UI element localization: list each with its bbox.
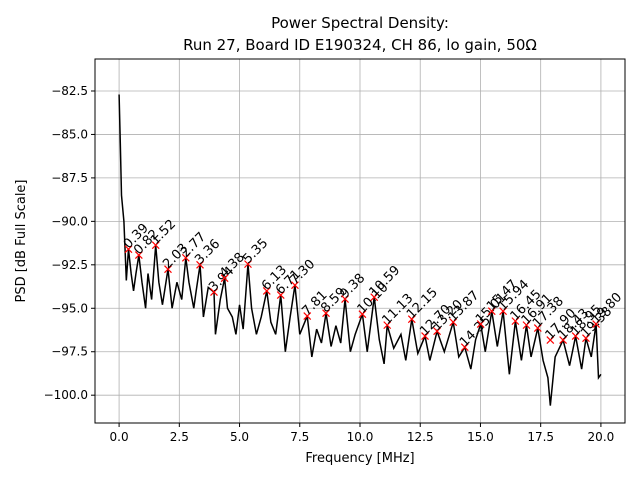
peak-marker <box>196 260 204 269</box>
psd-line <box>118 94 602 406</box>
peak-marker <box>421 332 429 341</box>
peak-marker <box>291 281 299 290</box>
y-tick-label: −92.5 <box>51 258 88 272</box>
peak-marker <box>449 318 458 327</box>
peak-marker <box>499 307 508 316</box>
peak-marker <box>303 312 312 321</box>
x-tick-label: 12.5 <box>407 430 434 444</box>
peak-marker <box>571 332 580 341</box>
peak-marker <box>476 320 485 329</box>
y-tick-label: −87.5 <box>51 171 88 185</box>
peak-marker <box>582 334 590 343</box>
peak-marker <box>511 317 520 326</box>
peak-marker <box>383 321 392 330</box>
peak-marker <box>522 321 531 330</box>
x-tick-label: 17.5 <box>527 430 554 444</box>
x-tick-label: 2.5 <box>170 430 189 444</box>
y-tick-label: −95.0 <box>51 301 88 315</box>
peak-marker <box>358 310 367 319</box>
peak-marker <box>134 251 143 260</box>
chart-title: Power Spectral Density: <box>271 14 449 32</box>
peak-marker <box>181 253 190 262</box>
x-tick-label: 20.0 <box>588 430 615 444</box>
x-tick-label: 0.0 <box>110 430 129 444</box>
plot-frame <box>94 58 626 424</box>
peak-marker <box>407 315 416 324</box>
x-axis-label: Frequency [MHz] <box>305 451 414 466</box>
peak-marker <box>546 336 555 345</box>
x-tick-label: 15.0 <box>467 430 494 444</box>
y-tick-label: −85.0 <box>51 127 88 141</box>
chart-title: Run 27, Board ID E190324, CH 86, lo gain… <box>183 36 537 54</box>
y-tick-label: −90.0 <box>51 214 88 228</box>
x-tick-label: 10.0 <box>347 430 374 444</box>
peak-marker <box>341 295 349 303</box>
peak-marker <box>559 336 568 345</box>
peak-marker <box>322 309 330 318</box>
peak-marker <box>164 265 172 274</box>
peak-marker <box>124 245 133 254</box>
peak-marker <box>433 327 442 336</box>
peak-marker <box>487 307 496 316</box>
peak-marker <box>220 274 229 283</box>
y-tick-label: −97.5 <box>51 345 88 359</box>
peak-marker <box>262 286 271 295</box>
peak-marker <box>210 288 218 297</box>
peak-marker <box>244 260 252 269</box>
peak-marker <box>151 241 160 250</box>
peak-marker <box>592 320 601 329</box>
peak-marker <box>533 324 542 333</box>
x-tick-label: 5.0 <box>230 430 249 444</box>
peak-marker <box>276 291 285 299</box>
y-tick-label: −100.0 <box>44 388 88 402</box>
x-tick-label: 7.5 <box>290 430 309 444</box>
y-axis-label: PSD [dB Full Scale] <box>14 179 29 302</box>
peak-marker <box>460 343 469 352</box>
y-tick-label: −82.5 <box>51 84 88 98</box>
peak-marker <box>370 293 379 302</box>
